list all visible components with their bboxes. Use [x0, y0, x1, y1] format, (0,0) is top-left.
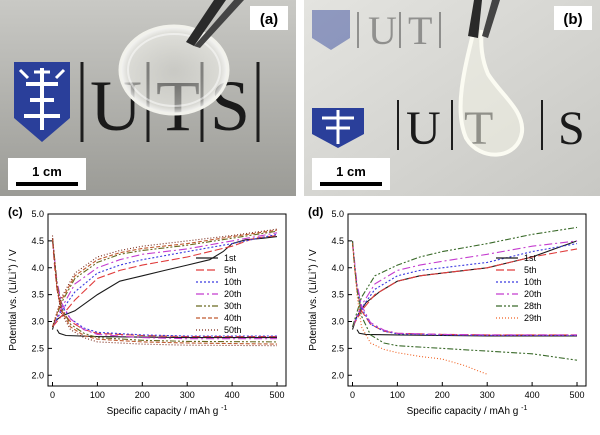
series-line-1st-discharge	[56, 329, 277, 339]
faded-logo-letter-u: U	[368, 8, 397, 53]
series-line-28th-discharge	[351, 240, 578, 361]
plot-area	[47, 213, 287, 387]
y-tick-label: 2.5	[331, 343, 344, 353]
x-tick-label: 300	[180, 390, 195, 400]
legend-label: 20th	[224, 289, 242, 299]
photo-b-illustration: U T U T S (b) 1 cm	[304, 0, 600, 196]
y-axis-label: Potential vs. (Li/Li+) / V	[307, 249, 319, 351]
x-tick-label: 300	[480, 390, 495, 400]
series-line-40th-charge	[51, 229, 278, 328]
y-axis-label: Potential vs. (Li/Li+) / V	[7, 249, 19, 351]
series-line-1st-discharge	[356, 329, 577, 337]
series-line-5th-charge	[352, 248, 578, 328]
series-line-20th-discharge	[351, 240, 577, 336]
y-tick-label: 3.5	[331, 290, 344, 300]
panel-label: (d)	[308, 205, 323, 219]
bent-polymer-film	[458, 29, 525, 157]
x-tick-label: 100	[390, 390, 405, 400]
series-line-10th-discharge	[51, 238, 277, 337]
y-tick-label: 5.0	[331, 209, 344, 219]
y-tick-label: 2.5	[31, 343, 44, 353]
panel-label-box	[250, 6, 288, 30]
legend-label: 1st	[224, 253, 237, 263]
uts-logo-icon	[14, 62, 70, 142]
x-axis-label: Specific capacity / mAh g -1	[407, 405, 528, 417]
legend-label: 5th	[224, 265, 237, 275]
x-tick-label: 200	[135, 390, 150, 400]
legend-label: 50th	[224, 325, 242, 335]
legend-label: 30th	[224, 301, 242, 311]
series-line-50th-charge	[51, 228, 278, 328]
chart-panel-c: (c) 0 100 200 300 400 500 2.0 2.5 3.0 3.5 4.0 4.5 5.0…	[0, 200, 300, 430]
logo-letter-s: S	[558, 102, 585, 155]
scale-bar	[16, 182, 78, 186]
y-tick-label: 4.0	[31, 263, 44, 273]
uts-logo-icon	[312, 108, 364, 148]
x-axis-label: Specific capacity / mAh g -1	[107, 405, 228, 417]
y-tick-label: 3.0	[331, 317, 344, 327]
legend-label: 29th	[524, 313, 542, 323]
series-line-10th-charge	[352, 243, 578, 328]
legend-label: 28th	[524, 301, 542, 311]
photo-panel-b: U T U T S (b) 1 cm	[304, 0, 600, 196]
panel-label-a: (a)	[260, 11, 278, 28]
x-tick-label: 0	[50, 390, 55, 400]
faded-logo-letter-t: T	[408, 8, 432, 53]
y-tick-label: 5.0	[31, 209, 44, 219]
chart-panel-d: (d) 0 100 200 300 400 500 2.0 2.5 3.0 3.5 4.0 4.5 5.0…	[300, 200, 600, 430]
photo-a-illustration: U T S (a) 1 cm	[0, 0, 296, 196]
charge-discharge-chart-d: (d) 0 100 200 300 400 500 2.0 2.5 3.0 3.5 4.0 4.5 5.0…	[307, 205, 587, 417]
y-tick-label: 4.5	[31, 236, 44, 246]
x-tick-label: 500	[270, 390, 285, 400]
plot-area	[347, 213, 587, 387]
series-group	[351, 226, 578, 375]
panel-label: (c)	[8, 205, 23, 219]
legend-label: 10th	[524, 277, 542, 287]
series-group	[51, 228, 278, 347]
series-line-5th-discharge	[51, 240, 277, 338]
scale-bar	[320, 182, 382, 186]
charge-discharge-chart-c: (c) 0 100 200 300 400 500 2.0 2.5 3.0 3.5 4.0 4.5 5.0…	[7, 205, 287, 417]
series-line-1st-charge	[51, 236, 278, 330]
legend-label: 5th	[524, 265, 537, 275]
x-tick-label: 400	[525, 390, 540, 400]
legend-label: 10th	[224, 277, 242, 287]
logo-letter-u: U	[406, 102, 441, 155]
panel-label-b: (b)	[563, 11, 582, 28]
tweezers-icon	[468, 0, 500, 38]
legend-label: 20th	[524, 289, 542, 299]
series-line-28th-charge	[351, 226, 578, 328]
photo-panel-a: U T S (a) 1 cm	[0, 0, 296, 196]
series-line-20th-charge	[52, 232, 278, 328]
y-tick-label: 3.5	[31, 290, 44, 300]
x-tick-label: 500	[570, 390, 585, 400]
series-line-10th-discharge	[351, 240, 577, 337]
y-tick-label: 3.0	[31, 317, 44, 327]
polymer-film-disc	[118, 24, 230, 116]
tweezers-icon	[186, 0, 244, 48]
y-tick-label: 2.0	[31, 370, 44, 380]
panel-label-box	[554, 6, 592, 30]
scale-bar-label: 1 cm	[32, 164, 62, 179]
faded-logo-row: U T	[312, 8, 441, 53]
x-tick-label: 200	[435, 390, 450, 400]
y-tick-label: 4.0	[331, 263, 344, 273]
x-tick-label: 0	[350, 390, 355, 400]
legend-label: 1st	[524, 253, 537, 263]
series-line-20th-charge	[351, 240, 578, 328]
x-tick-label: 400	[225, 390, 240, 400]
y-tick-label: 4.5	[331, 236, 344, 246]
series-line-5th-charge	[52, 234, 278, 328]
series-line-30th-charge	[51, 230, 278, 328]
series-line-10th-charge	[52, 233, 278, 328]
scale-bar-label: 1 cm	[336, 164, 366, 179]
legend-label: 40th	[224, 313, 242, 323]
x-tick-label: 100	[90, 390, 105, 400]
y-tick-label: 2.0	[331, 370, 344, 380]
